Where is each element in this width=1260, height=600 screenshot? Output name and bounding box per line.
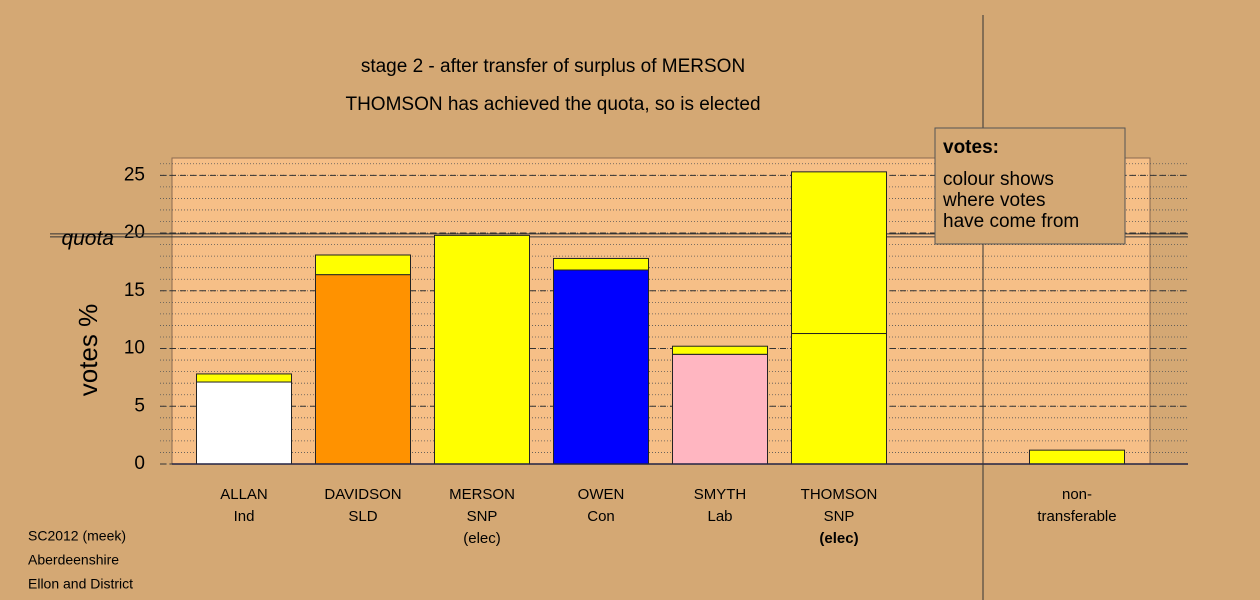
bar-segment	[672, 345, 768, 355]
bar-segment	[196, 381, 292, 465]
bars: ALLAN Ind DAVIDSON SLD MERSON SNP (elec) OWEN Co…	[172, 171, 1188, 547]
legend-title: votes:	[943, 137, 999, 158]
x-tick-label: SNP	[824, 508, 855, 525]
footnote: SC2012 (meek) Aberdeenshire Ellon and Dist…	[28, 528, 133, 592]
x-tick-label: Ind	[234, 508, 255, 525]
x-tick-label: Lab	[707, 508, 732, 525]
y-tick-label: 15	[124, 280, 145, 301]
footnote-text: SC2012 (meek)	[28, 528, 126, 544]
bar-segment	[791, 171, 887, 335]
x-tick-label: ALLAN	[220, 486, 268, 503]
footnote-text: Aberdeenshire	[28, 552, 119, 568]
x-tick-label: transferable	[1037, 508, 1116, 525]
bar-segment	[315, 254, 411, 276]
y-tick-label: 20	[124, 222, 145, 243]
x-tick-label: SMYTH	[694, 486, 747, 503]
legend-text: colour shows	[943, 169, 1054, 190]
bar-segment	[791, 333, 887, 465]
y-tick-label: 5	[134, 395, 145, 416]
x-tick-label: DAVIDSON	[324, 486, 401, 503]
y-tick-label: 25	[124, 164, 145, 185]
x-tick-label: (elec)	[819, 530, 858, 547]
chart-subtitle: THOMSON has achieved the quota, so is el…	[345, 94, 760, 115]
bar-segment	[553, 257, 649, 271]
bar-segment	[434, 234, 530, 465]
x-tick-label: non-	[1062, 486, 1092, 503]
legend-text: have come from	[943, 211, 1079, 232]
footnote-text: Ellon and District	[28, 576, 133, 592]
chart-title: stage 2 - after transfer of surplus of M…	[361, 56, 745, 77]
x-tick-label: THOMSON	[801, 486, 878, 503]
x-tick-label: (elec)	[463, 530, 501, 547]
x-tick-label: SNP	[467, 508, 498, 525]
y-tick-label: 10	[124, 338, 145, 359]
x-tick-label: OWEN	[578, 486, 625, 503]
x-tick-label: SLD	[348, 508, 377, 525]
legend-box	[934, 127, 1126, 245]
x-tick-label: Con	[587, 508, 615, 525]
bar-segment	[315, 274, 411, 465]
bar-segment	[553, 269, 649, 465]
bar-segment	[196, 373, 292, 383]
bar-segment	[672, 353, 768, 465]
y-tick-label: 0	[134, 453, 145, 474]
x-tick-label: MERSON	[449, 486, 515, 503]
legend-text: where votes	[942, 190, 1045, 211]
quota-label: quota	[61, 227, 114, 250]
bar-segment	[1029, 449, 1125, 465]
y-axis-label: votes %	[73, 304, 103, 397]
